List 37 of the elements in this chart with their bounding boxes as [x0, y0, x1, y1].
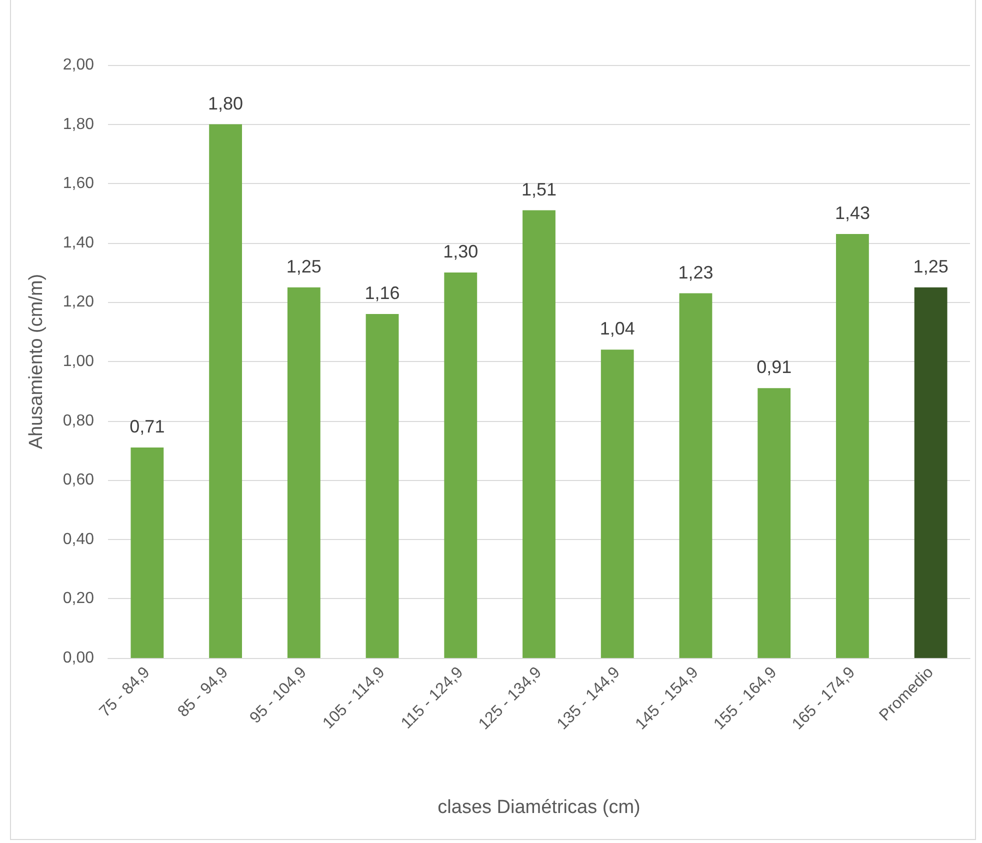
- bar: [914, 287, 948, 658]
- y-tick-label: 0,80: [62, 412, 94, 430]
- y-tick-label: 1,80: [62, 116, 94, 133]
- data-label: 1,04: [600, 318, 635, 339]
- bar: [679, 293, 712, 658]
- data-label: 1,51: [521, 179, 557, 200]
- bar: [600, 350, 634, 658]
- bar: [366, 314, 399, 658]
- y-tick-label: 2,00: [62, 56, 94, 74]
- y-tick-label: 1,60: [62, 175, 94, 192]
- data-label: 0,71: [130, 416, 165, 436]
- bar: [836, 234, 869, 658]
- data-label: 1,43: [834, 203, 870, 224]
- y-tick-label: 0,00: [62, 650, 94, 666]
- x-axis-title: clases Diamétricas (cm): [438, 797, 640, 818]
- x-tick-label: 85 - 94,9: [174, 664, 232, 721]
- data-label: 1,23: [678, 262, 714, 282]
- y-tick-label: 1,20: [62, 294, 94, 311]
- data-label: 1,25: [286, 256, 322, 276]
- bar: [522, 210, 556, 658]
- bar: [209, 124, 242, 658]
- y-tick-label: 1,40: [62, 234, 94, 252]
- bar: [287, 287, 320, 658]
- y-axis-title: Ahusamiento (cm/m): [26, 274, 47, 450]
- bar: [758, 388, 791, 658]
- y-tick-label: 1,00: [62, 353, 94, 370]
- y-tick-label: 0,40: [62, 530, 94, 548]
- y-tick-label: 0,20: [62, 590, 94, 608]
- bar: [130, 447, 164, 658]
- y-tick-label: 0,60: [62, 472, 94, 489]
- data-label: 0,91: [756, 357, 792, 378]
- bar: [444, 272, 478, 658]
- x-tick-label: 75 - 84,9: [96, 664, 154, 721]
- data-label: 1,80: [208, 93, 244, 114]
- data-label: 1,25: [913, 256, 948, 276]
- data-label: 1,30: [443, 242, 478, 262]
- data-label: 1,16: [364, 283, 400, 304]
